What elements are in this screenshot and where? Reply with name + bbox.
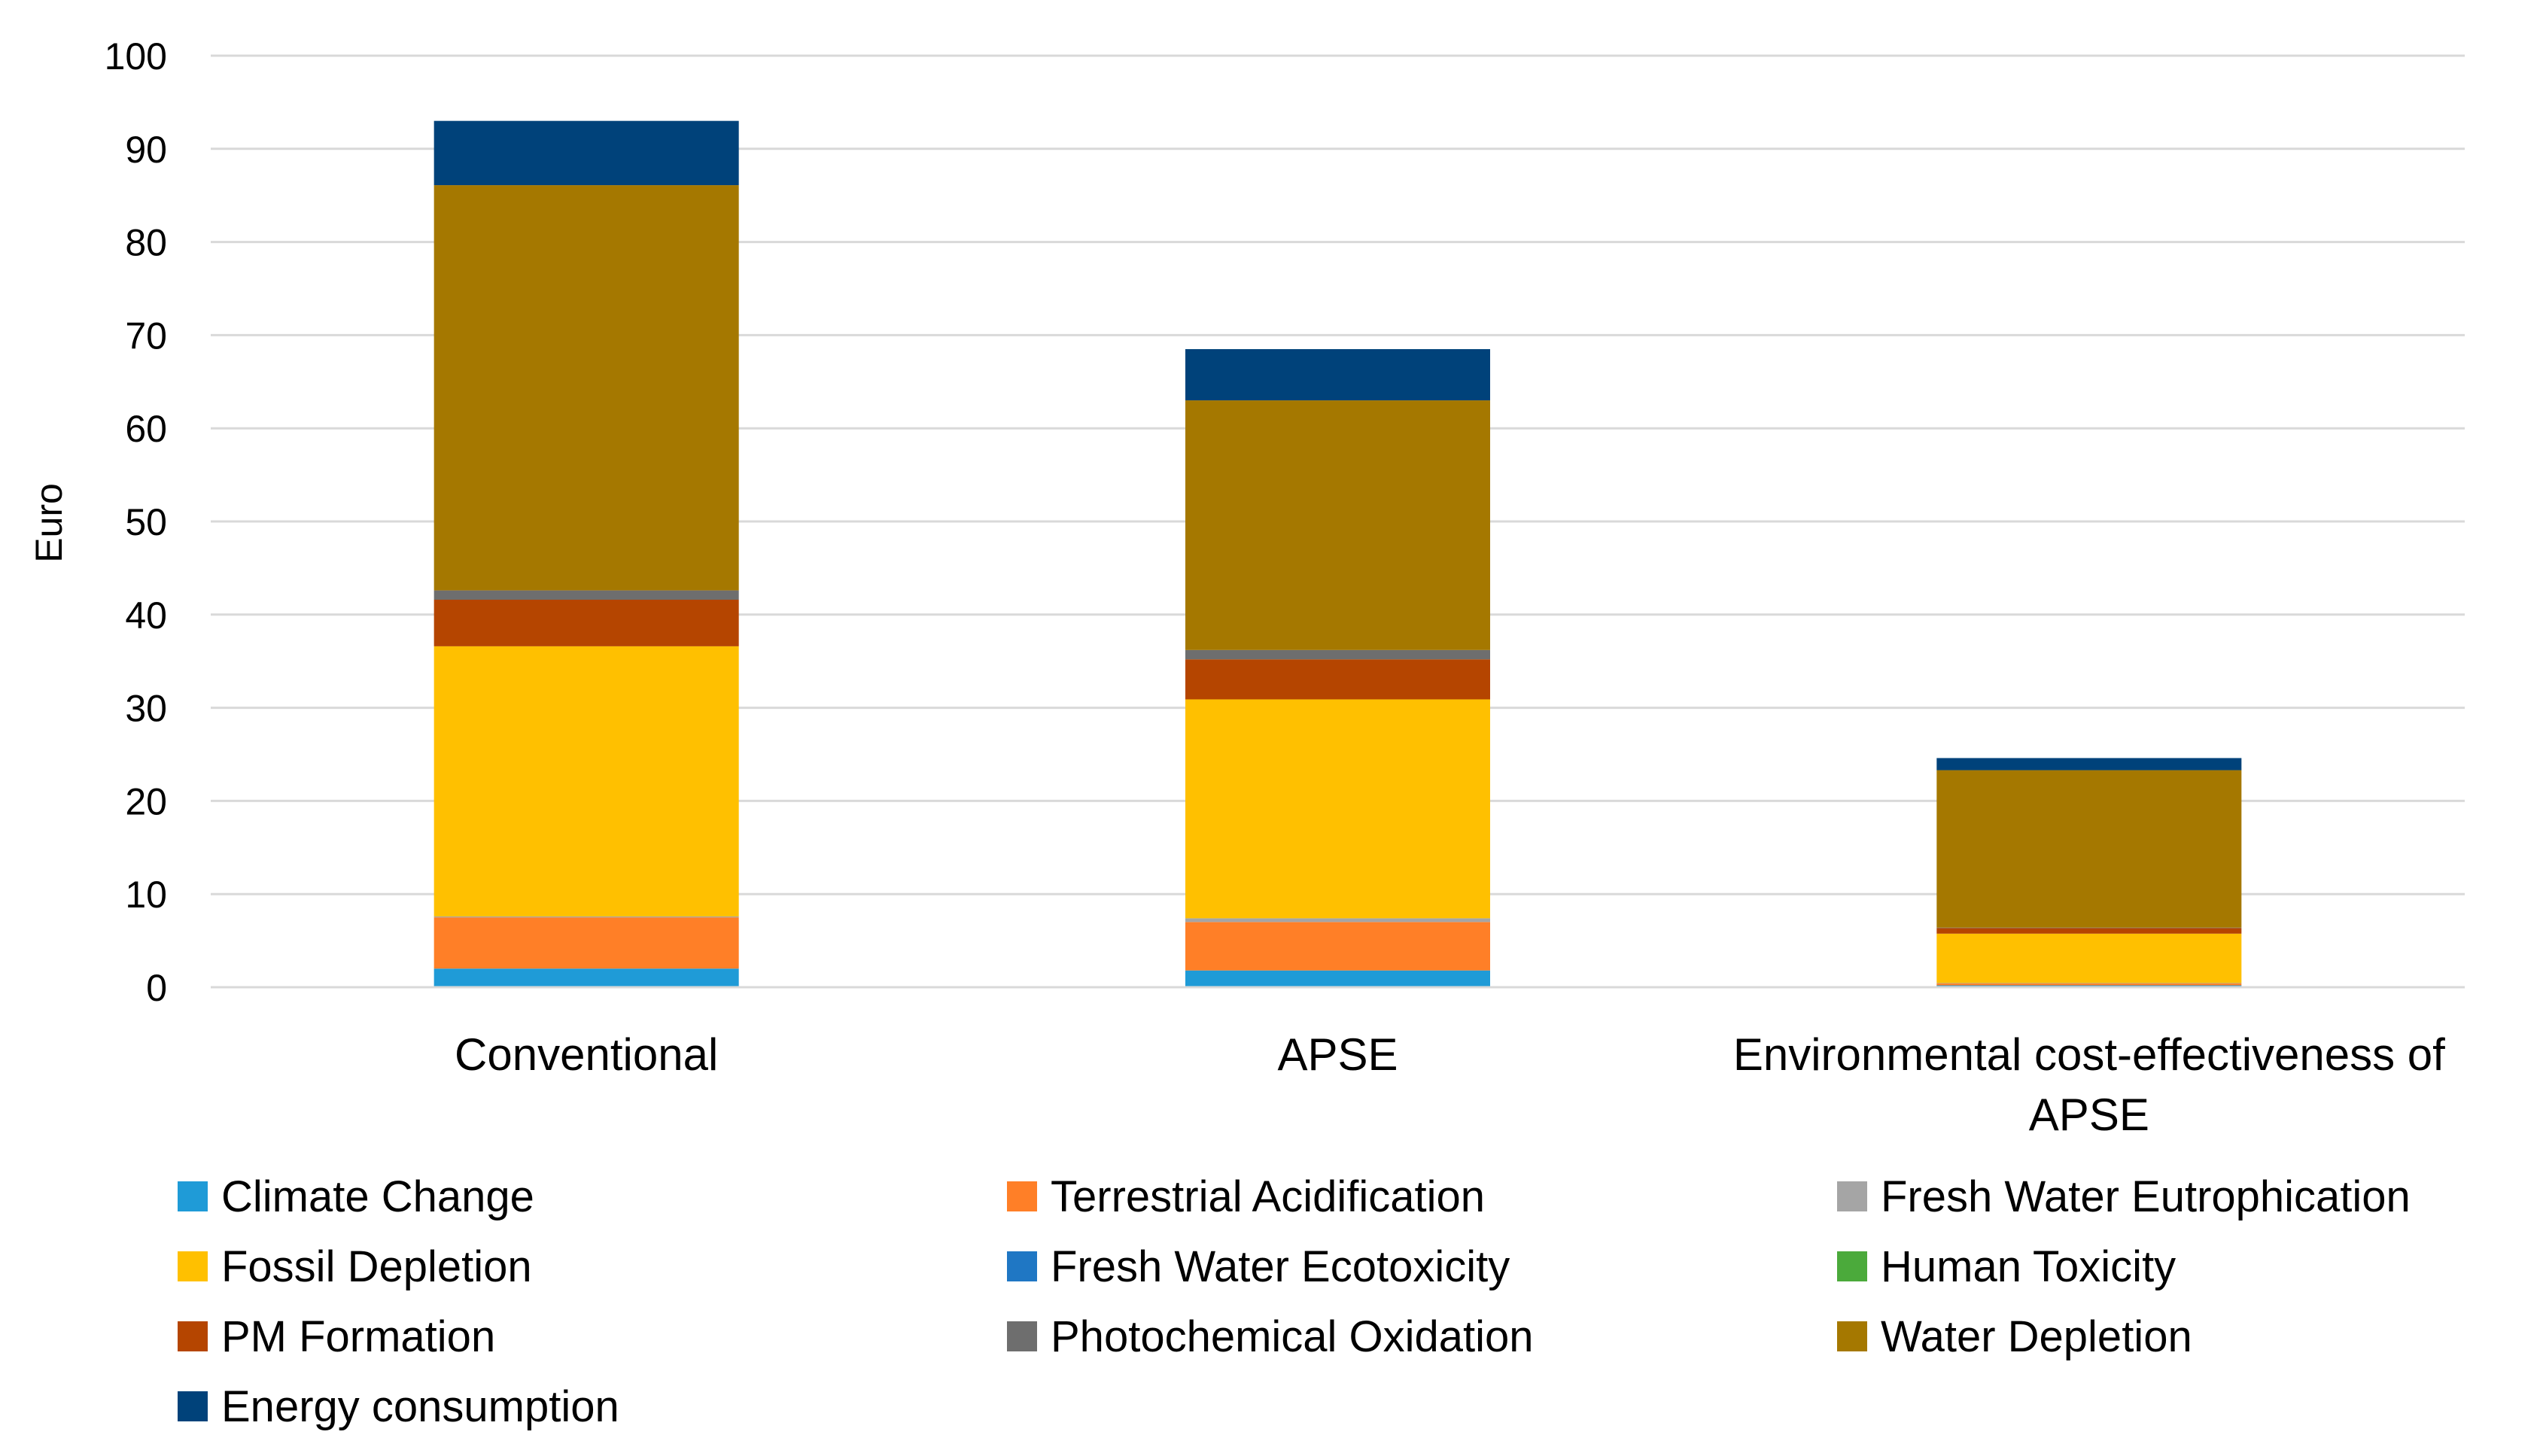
y-tick-label: 10 [125,874,167,916]
legend-swatch [1837,1321,1867,1351]
legend-item-fresh-water-ecotoxicity: Fresh Water Ecotoxicity [1007,1242,1510,1291]
y-axis-tick-labels: 0 10 20 30 40 50 60 70 80 90 100 [105,35,167,1009]
bar-segment-photochemical-oxidation [1185,649,1490,660]
legend-item-human-toxicity: Human Toxicity [1837,1242,2176,1291]
y-axis-title: Euro [28,483,70,563]
bar-segment-water-depletion [433,185,739,591]
bar-segment-fossil-depletion [433,646,739,916]
legend-item-energy-consumption: Energy consumption [178,1382,619,1431]
legend-label: Fossil Depletion [221,1242,532,1291]
y-tick-label: 0 [146,967,167,1009]
y-tick-label: 80 [125,222,167,264]
x-category-label: Conventional [455,1029,718,1080]
legend-label: Fresh Water Ecotoxicity [1051,1242,1510,1291]
legend-item-water-depletion: Water Depletion [1837,1312,2192,1361]
legend-swatch [178,1321,208,1351]
bars [211,120,2465,989]
bar-segment-energy-consumption [1936,758,2242,771]
bar-segment-water-depletion [1936,770,2242,928]
legend-item-climate-change: Climate Change [178,1172,534,1221]
legend-label: Human Toxicity [1881,1242,2176,1291]
bar-segment-fossil-depletion [1185,699,1490,919]
legend: Climate Change Terrestrial Acidification F… [178,1172,2411,1431]
legend-swatch [178,1391,208,1421]
legend-item-terrestrial-acidification: Terrestrial Acidification [1007,1172,1485,1221]
bar-segment-photochemical-oxidation [433,590,739,600]
legend-label: Water Depletion [1881,1312,2192,1361]
legend-label: Fresh Water Eutrophication [1881,1172,2411,1221]
y-tick-label: 50 [125,501,167,543]
legend-label: PM Formation [221,1312,495,1361]
y-tick-label: 100 [105,35,167,78]
bar-segment-water-depletion [1185,400,1490,650]
bar-segment-pm-formation [1936,928,2242,934]
legend-item-fossil-depletion: Fossil Depletion [178,1242,532,1291]
legend-swatch [1007,1321,1037,1351]
y-tick-label: 90 [125,129,167,171]
bar-segment-energy-consumption [1185,348,1490,401]
legend-label: Energy consumption [221,1382,619,1431]
y-tick-label: 30 [125,688,167,730]
y-tick-label: 20 [125,780,167,822]
legend-swatch [1837,1181,1867,1211]
y-tick-label: 60 [125,408,167,450]
x-category-label: APSE [1277,1029,1398,1080]
legend-item-photochemical-oxidation: Photochemical Oxidation [1007,1312,1534,1361]
legend-swatch [1007,1181,1037,1211]
bar-segment-climate-change [1185,970,1490,987]
bar-segment-fossil-depletion [1936,933,2242,983]
bar-segment-terrestrial-acidification [433,917,739,969]
x-category-label: APSE [2029,1090,2149,1140]
bar-segment-terrestrial-acidification [1936,983,2242,986]
legend-label: Photochemical Oxidation [1051,1312,1534,1361]
bar-segment-pm-formation [433,599,739,646]
bar-segment-climate-change [433,968,739,987]
legend-swatch [1007,1251,1037,1281]
y-tick-label: 40 [125,594,167,637]
bar-segment-photochemical-oxidation [1936,927,2242,929]
y-tick-label: 70 [125,315,167,357]
x-category-label: Environmental cost-effectiveness of [1733,1029,2445,1080]
bar-segment-fresh-water-eutrophication [1185,918,1490,923]
legend-swatch [178,1181,208,1211]
bar-segment-terrestrial-acidification [1185,922,1490,971]
x-axis-category-labels: Conventional APSE Environmental cost-effec… [455,1029,2445,1140]
legend-swatch [178,1251,208,1281]
legend-swatch [1837,1251,1867,1281]
legend-label: Terrestrial Acidification [1051,1172,1485,1221]
bar-segment-fresh-water-eutrophication [433,916,739,918]
legend-item-pm-formation: PM Formation [178,1312,495,1361]
bar-segment-pm-formation [1185,659,1490,700]
legend-label: Climate Change [221,1172,534,1221]
legend-item-fresh-water-eutrophication: Fresh Water Eutrophication [1837,1172,2411,1221]
bar-segment-energy-consumption [433,120,739,186]
